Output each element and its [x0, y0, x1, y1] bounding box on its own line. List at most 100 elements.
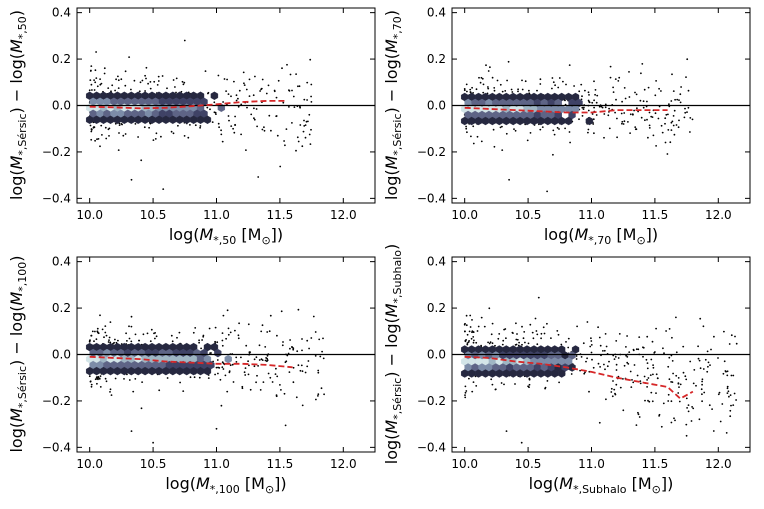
scatter-point [153, 332, 155, 335]
scatter-point [586, 321, 589, 323]
scatter-point [307, 360, 310, 362]
scatter-point [174, 86, 176, 88]
scatter-point [154, 138, 157, 140]
scatter-point [464, 396, 467, 399]
scatter-point [610, 391, 613, 393]
scatter-point [625, 346, 627, 348]
scatter-point [234, 123, 237, 126]
scatter-point [606, 365, 609, 368]
scatter-point [285, 360, 288, 363]
scatter-point [703, 391, 706, 394]
scatter-point [118, 124, 121, 126]
scatter-point [706, 350, 709, 353]
scatter-point [670, 421, 673, 424]
scatter-point [479, 81, 482, 84]
scatter-point [247, 360, 250, 363]
scatter-point [558, 381, 560, 384]
scatter-point [505, 337, 507, 340]
scatter-point [683, 116, 686, 119]
scatter-point [491, 76, 494, 79]
scatter-point [95, 338, 98, 341]
scatter-point [292, 348, 295, 351]
scatter-point [465, 83, 468, 86]
scatter-point [591, 113, 594, 115]
scatter-point [672, 90, 675, 92]
scatter-point [275, 367, 277, 370]
scatter-point [179, 381, 182, 384]
x-tick-label: 12.0 [705, 457, 732, 471]
scatter-point [726, 385, 729, 388]
scatter-point [639, 382, 642, 385]
scatter-point [677, 392, 680, 394]
scatter-point [646, 100, 648, 103]
scatter-point [223, 78, 226, 80]
hexbin-cell [182, 115, 191, 125]
scatter-point [582, 342, 585, 345]
scatter-point [617, 357, 620, 359]
scatter-point [94, 81, 97, 84]
hexbin-cell [169, 366, 177, 376]
scatter-point [194, 124, 197, 127]
scatter-point [476, 135, 479, 138]
scatter-point [104, 325, 107, 327]
scatter-point [605, 398, 607, 401]
hexbin-cell [127, 366, 135, 376]
scatter-point [95, 376, 98, 379]
scatter-point [466, 343, 469, 346]
scatter-point [490, 378, 493, 381]
median-line [464, 106, 668, 114]
scatter-point [305, 120, 308, 123]
hexbin-cell [120, 115, 129, 125]
scatter-point [621, 100, 623, 103]
scatter-point [671, 73, 673, 76]
scatter-point [488, 342, 491, 345]
scatter-point [295, 149, 297, 152]
scatter-point [651, 116, 654, 118]
scatter-point [315, 398, 317, 401]
scatter-point [166, 87, 168, 90]
scatter-point [302, 130, 305, 133]
scatter-point [648, 111, 651, 114]
scatter-point [588, 94, 590, 96]
scatter-point [712, 430, 715, 432]
scatter-point [293, 106, 296, 108]
scatter-point [90, 385, 93, 388]
scatter-point [472, 142, 475, 145]
hexbin-cell [203, 366, 212, 376]
scatter-point [686, 111, 688, 113]
scatter-point [627, 121, 629, 123]
scatter-point [464, 391, 467, 394]
scatter-point [641, 63, 644, 65]
scatter-point [735, 399, 737, 401]
scatter-point [658, 87, 660, 90]
scatter-point [718, 391, 721, 394]
scatter-point [475, 385, 478, 387]
scatter-point [261, 359, 264, 361]
scatter-point [493, 145, 496, 148]
scatter-point [101, 328, 104, 331]
scatter-point [308, 133, 311, 136]
scatter-point [237, 334, 240, 337]
scatter-point [144, 90, 147, 92]
y-axis-label: log(M*,Sérsic) − log(M*,Subhalo) [382, 244, 404, 465]
scatter-point [564, 127, 566, 130]
scatter-point [322, 337, 324, 340]
hexbin-cell [120, 366, 129, 376]
scatter-point [248, 95, 251, 97]
scatter-point [489, 341, 492, 344]
scatter-point [588, 101, 591, 104]
scatter-point [253, 118, 256, 121]
scatter-point [634, 91, 636, 94]
scatter-point [125, 332, 127, 335]
scatter-point [625, 354, 627, 357]
scatter-point [279, 165, 282, 168]
scatter-point [634, 128, 637, 131]
scatter-point [637, 413, 640, 416]
scatter-point [273, 90, 276, 93]
median-line [89, 355, 293, 369]
scatter-point [463, 89, 466, 92]
scatter-point [301, 338, 303, 340]
scatter-point [117, 149, 120, 152]
hexbin-cell [481, 369, 490, 378]
hexbin-cell [169, 115, 177, 125]
